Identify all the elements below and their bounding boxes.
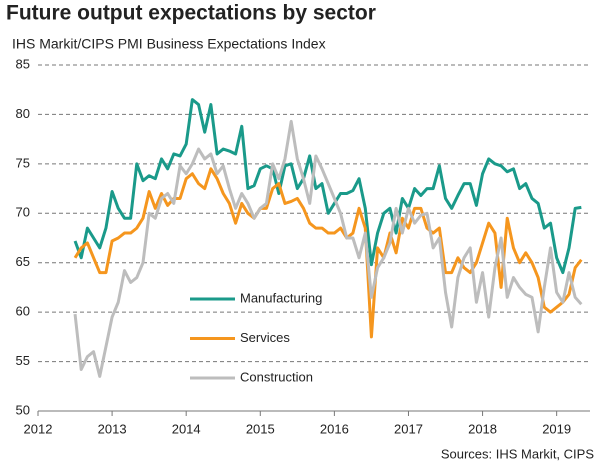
y-tick-label: 65 [16, 254, 30, 269]
series-line [73, 98, 582, 275]
x-tick-label: 2013 [98, 421, 127, 436]
x-tick-label: 2014 [172, 421, 201, 436]
legend-label: Construction [240, 369, 313, 384]
y-tick-label: 50 [16, 402, 30, 417]
x-tick-label: 2015 [246, 421, 275, 436]
source: Sources: IHS Markit, CIPS [441, 446, 594, 461]
x-tick-label: 2016 [320, 421, 349, 436]
y-tick-label: 55 [16, 353, 30, 368]
x-tick-label: 2012 [24, 421, 53, 436]
series-line [73, 119, 583, 378]
x-tick-label: 2017 [394, 421, 423, 436]
y-tick-label: 85 [16, 56, 30, 71]
y-tick-label: 80 [16, 106, 30, 121]
chart-title: Future output expectations by sector [6, 2, 376, 25]
legend-label: Services [240, 330, 290, 345]
x-tick-label: 2018 [468, 421, 497, 436]
y-tick-label: 60 [16, 304, 30, 319]
chart-subtitle: IHS Markit/CIPS PMI Business Expectation… [12, 36, 326, 52]
y-tick-label: 70 [16, 205, 30, 220]
y-tick-label: 75 [16, 155, 30, 170]
x-tick-label: 2019 [542, 421, 571, 436]
legend-label: Manufacturing [240, 290, 322, 305]
